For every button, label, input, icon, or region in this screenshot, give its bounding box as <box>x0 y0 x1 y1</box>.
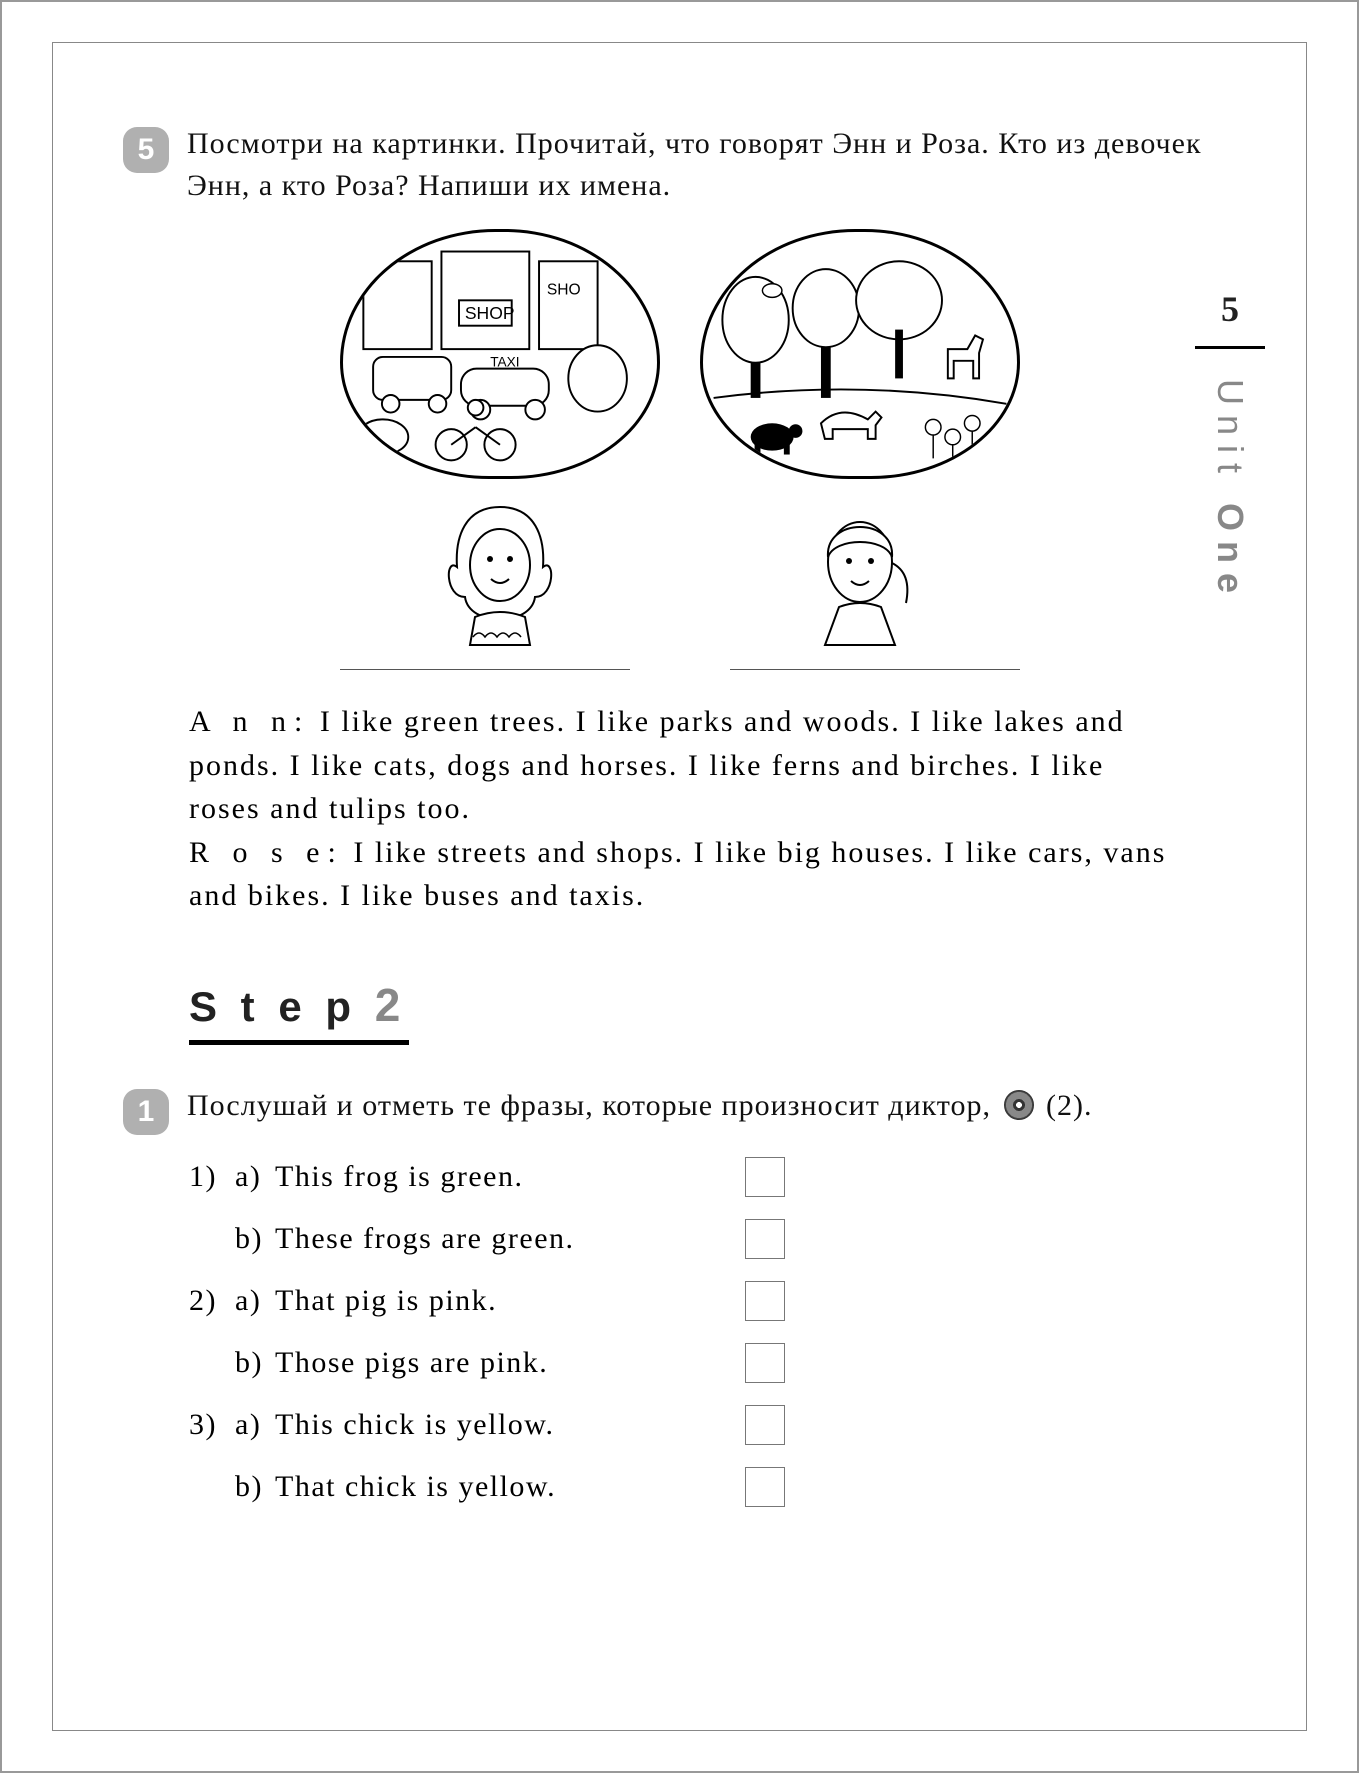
exercise-number-badge: 5 <box>123 127 169 173</box>
svg-text:SHOP: SHOP <box>464 303 514 323</box>
item-sub-b: b) <box>235 1470 275 1504</box>
step-underline <box>189 1040 409 1045</box>
exercise-5: 5 Посмотри на картинки. Прочитай, что го… <box>123 123 1236 207</box>
thought-bubble-park <box>700 229 1020 479</box>
exercise-1-instruction: Послушай и отметь те фразы, которые прои… <box>187 1085 1236 1127</box>
phrase-text: These frogs are green. <box>275 1222 715 1256</box>
right-girl-column <box>680 229 1040 659</box>
checkbox[interactable] <box>745 1405 785 1445</box>
girl-face-icon <box>795 487 925 647</box>
rose-speaker-label: R o s e: <box>189 836 344 869</box>
item-number: 3) <box>189 1408 235 1442</box>
item-number: 2) <box>189 1284 235 1318</box>
checkbox[interactable] <box>745 1157 785 1197</box>
checkbox[interactable] <box>745 1467 785 1507</box>
list-item: b) These frogs are green. <box>189 1219 1236 1259</box>
park-scene-icon <box>703 232 1017 476</box>
ann-text: I like green trees. I like parks and woo… <box>189 705 1125 825</box>
list-item: 2) a) That pig is pink. <box>189 1281 1236 1321</box>
list-item: b) That chick is yellow. <box>189 1467 1236 1507</box>
step-number: 2 <box>375 979 401 1031</box>
phrase-text: This frog is green. <box>275 1160 715 1194</box>
svg-text:TAXI: TAXI <box>490 355 519 370</box>
item-sub-b: b) <box>235 1346 275 1380</box>
cd-icon <box>1004 1090 1034 1120</box>
city-scene-icon: SHOP SHO TAXI <box>343 232 657 476</box>
page-number: 5 <box>1221 288 1239 330</box>
left-girl-column: SHOP SHO TAXI <box>320 229 680 659</box>
exercise-5-body: Посмотри на картинки. Прочитай, что гово… <box>187 123 1236 207</box>
step-label: S t e p <box>189 983 357 1030</box>
girl-left-face <box>435 487 565 647</box>
unit-word: Unit <box>1210 379 1251 483</box>
item-sub-b: b) <box>235 1222 275 1256</box>
name-line-left[interactable] <box>340 669 630 670</box>
exercise-number-badge: 1 <box>123 1089 169 1135</box>
page-sidebar: 5 Unit One <box>1190 288 1270 603</box>
item-sub-a: a) <box>235 1160 275 1194</box>
list-item: b) Those pigs are pink. <box>189 1343 1236 1383</box>
name-line-right[interactable] <box>730 669 1020 670</box>
sidebar-divider <box>1195 346 1265 349</box>
illustration-area: SHOP SHO TAXI <box>320 229 1040 659</box>
instr-part-a: Послушай и отметь те фразы, которые прои… <box>187 1089 1000 1122</box>
list-item: 1) a) This frog is green. <box>189 1157 1236 1197</box>
name-write-lines <box>123 669 1236 670</box>
checkbox-list: 1) a) This frog is green. b) These frogs… <box>189 1157 1236 1507</box>
instr-part-b: (2). <box>1046 1089 1092 1122</box>
checkbox[interactable] <box>745 1219 785 1259</box>
item-sub-a: a) <box>235 1408 275 1442</box>
checkbox[interactable] <box>745 1281 785 1321</box>
unit-label: Unit One <box>1209 379 1251 603</box>
exercise-1-body: Послушай и отметь те фразы, которые прои… <box>187 1085 1236 1127</box>
girl-right-face <box>795 487 925 647</box>
svg-text:SHO: SHO <box>546 281 580 298</box>
ann-line: A n n: I like green trees. I like parks … <box>189 700 1176 831</box>
phrase-text: Those pigs are pink. <box>275 1346 715 1380</box>
unit-one: One <box>1210 503 1251 603</box>
step-heading: S t e p 2 <box>189 978 1236 1032</box>
phrase-text: This chick is yellow. <box>275 1408 715 1442</box>
page-frame: 5 Unit One 5 Посмотри на картинки. Прочи… <box>52 42 1307 1731</box>
phrase-text: That chick is yellow. <box>275 1470 715 1504</box>
dialogue-block: A n n: I like green trees. I like parks … <box>189 700 1216 918</box>
exercise-1: 1 Послушай и отметь те фразы, которые пр… <box>123 1085 1236 1135</box>
item-number: 1) <box>189 1160 235 1194</box>
exercise-5-instruction: Посмотри на картинки. Прочитай, что гово… <box>187 123 1236 207</box>
list-item: 3) a) This chick is yellow. <box>189 1405 1236 1445</box>
phrase-text: That pig is pink. <box>275 1284 715 1318</box>
girl-face-icon <box>435 487 565 647</box>
item-sub-a: a) <box>235 1284 275 1318</box>
checkbox[interactable] <box>745 1343 785 1383</box>
rose-line: R o s e: I like streets and shops. I lik… <box>189 831 1176 918</box>
thought-bubble-city: SHOP SHO TAXI <box>340 229 660 479</box>
ann-speaker-label: A n n: <box>189 705 310 738</box>
